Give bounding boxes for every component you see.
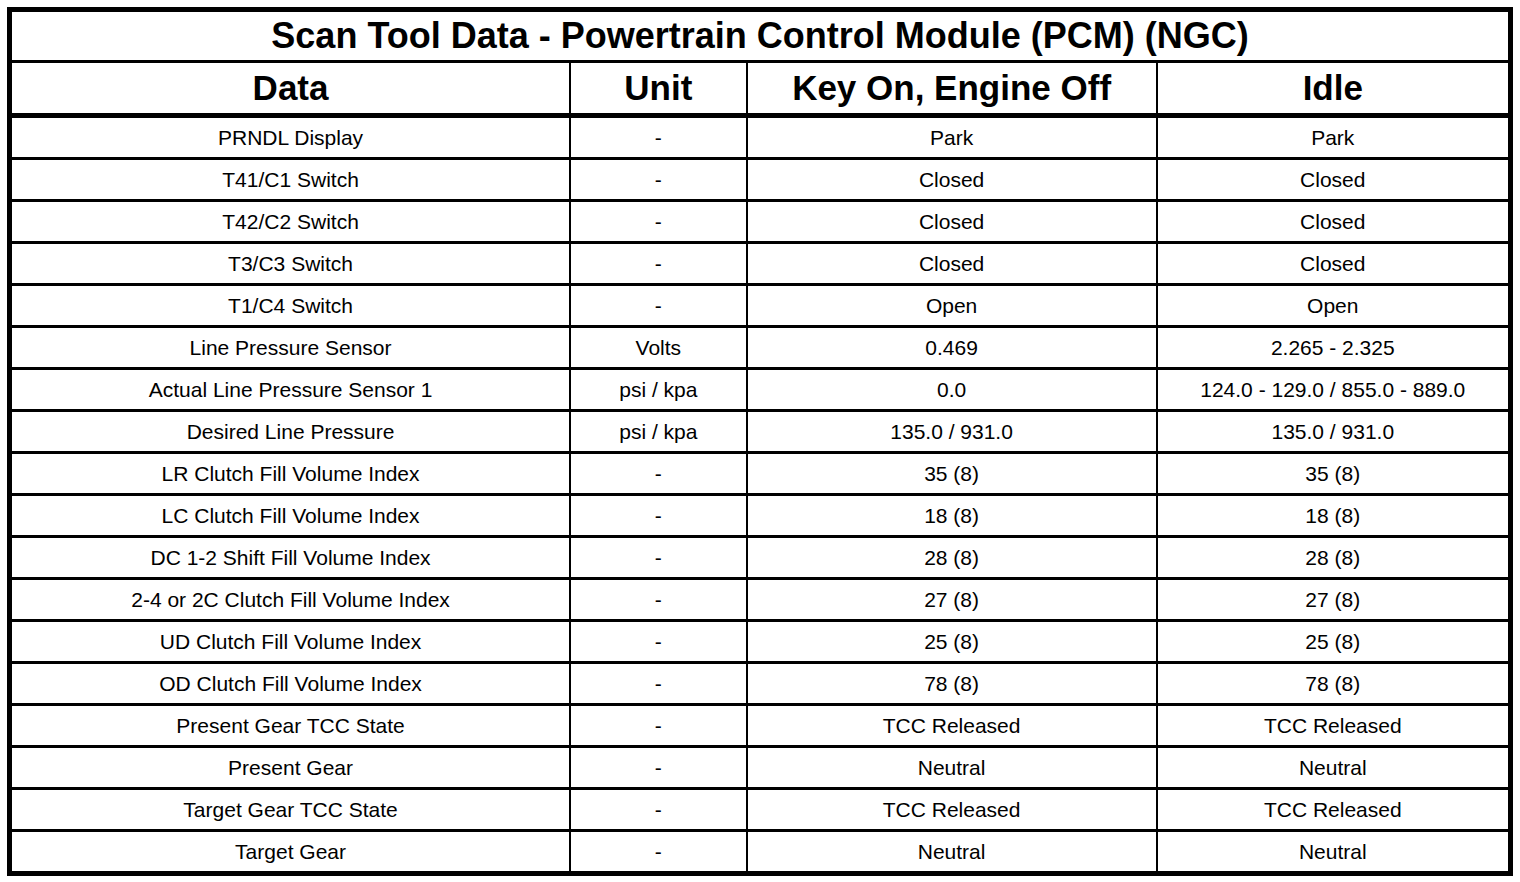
cell-key-on-engine-off: Neutral (747, 747, 1157, 789)
table-row: Desired Line Pressurepsi / kpa135.0 / 93… (10, 411, 1511, 453)
cell-key-on-engine-off: Open (747, 285, 1157, 327)
cell-key-on-engine-off: 0.469 (747, 327, 1157, 369)
cell-unit: - (570, 537, 747, 579)
cell-key-on-engine-off: 27 (8) (747, 579, 1157, 621)
cell-data: Target Gear (10, 831, 571, 874)
cell-key-on-engine-off: 35 (8) (747, 453, 1157, 495)
cell-idle: 18 (8) (1157, 495, 1511, 537)
cell-unit: - (570, 285, 747, 327)
cell-data: T3/C3 Switch (10, 243, 571, 285)
scan-tool-data-table: Scan Tool Data - Powertrain Control Modu… (7, 7, 1513, 876)
table-row: Present Gear-NeutralNeutral (10, 747, 1511, 789)
cell-unit: - (570, 116, 747, 159)
cell-key-on-engine-off: 0.0 (747, 369, 1157, 411)
table-row: T42/C2 Switch-ClosedClosed (10, 201, 1511, 243)
table-title-row: Scan Tool Data - Powertrain Control Modu… (10, 10, 1511, 62)
cell-idle: TCC Released (1157, 705, 1511, 747)
cell-data: T41/C1 Switch (10, 159, 571, 201)
cell-unit: - (570, 705, 747, 747)
cell-data: 2-4 or 2C Clutch Fill Volume Index (10, 579, 571, 621)
cell-idle: Closed (1157, 243, 1511, 285)
column-header-key-on-engine-off: Key On, Engine Off (747, 62, 1157, 116)
cell-unit: psi / kpa (570, 411, 747, 453)
cell-idle: 28 (8) (1157, 537, 1511, 579)
table-row: OD Clutch Fill Volume Index-78 (8)78 (8) (10, 663, 1511, 705)
cell-idle: 27 (8) (1157, 579, 1511, 621)
table-row: T41/C1 Switch-ClosedClosed (10, 159, 1511, 201)
cell-key-on-engine-off: Closed (747, 159, 1157, 201)
cell-idle: 135.0 / 931.0 (1157, 411, 1511, 453)
cell-data: Target Gear TCC State (10, 789, 571, 831)
cell-key-on-engine-off: Closed (747, 201, 1157, 243)
cell-unit: - (570, 579, 747, 621)
cell-unit: - (570, 201, 747, 243)
cell-idle: Park (1157, 116, 1511, 159)
table-row: DC 1-2 Shift Fill Volume Index-28 (8)28 … (10, 537, 1511, 579)
cell-unit: - (570, 747, 747, 789)
cell-unit: - (570, 789, 747, 831)
column-header-idle: Idle (1157, 62, 1511, 116)
cell-idle: Closed (1157, 159, 1511, 201)
cell-idle: 124.0 - 129.0 / 855.0 - 889.0 (1157, 369, 1511, 411)
cell-key-on-engine-off: 18 (8) (747, 495, 1157, 537)
cell-key-on-engine-off: Neutral (747, 831, 1157, 874)
cell-data: OD Clutch Fill Volume Index (10, 663, 571, 705)
table-row: LR Clutch Fill Volume Index-35 (8)35 (8) (10, 453, 1511, 495)
cell-data: T1/C4 Switch (10, 285, 571, 327)
cell-data: Line Pressure Sensor (10, 327, 571, 369)
table-row: T1/C4 Switch-OpenOpen (10, 285, 1511, 327)
table-row: LC Clutch Fill Volume Index-18 (8)18 (8) (10, 495, 1511, 537)
cell-data: Desired Line Pressure (10, 411, 571, 453)
cell-idle: Neutral (1157, 831, 1511, 874)
table-row: T3/C3 Switch-ClosedClosed (10, 243, 1511, 285)
scan-tool-data-table-container: Scan Tool Data - Powertrain Control Modu… (7, 7, 1513, 875)
cell-idle: Open (1157, 285, 1511, 327)
table-row: UD Clutch Fill Volume Index-25 (8)25 (8) (10, 621, 1511, 663)
cell-key-on-engine-off: 28 (8) (747, 537, 1157, 579)
cell-key-on-engine-off: Park (747, 116, 1157, 159)
cell-key-on-engine-off: 25 (8) (747, 621, 1157, 663)
cell-key-on-engine-off: 135.0 / 931.0 (747, 411, 1157, 453)
cell-idle: Neutral (1157, 747, 1511, 789)
cell-idle: 2.265 - 2.325 (1157, 327, 1511, 369)
column-header-unit: Unit (570, 62, 747, 116)
cell-unit: - (570, 495, 747, 537)
cell-data: UD Clutch Fill Volume Index (10, 621, 571, 663)
cell-data: Present Gear (10, 747, 571, 789)
cell-unit: psi / kpa (570, 369, 747, 411)
cell-unit: - (570, 621, 747, 663)
cell-key-on-engine-off: Closed (747, 243, 1157, 285)
cell-idle: 35 (8) (1157, 453, 1511, 495)
table-row: Target Gear-NeutralNeutral (10, 831, 1511, 874)
table-row: Present Gear TCC State-TCC ReleasedTCC R… (10, 705, 1511, 747)
column-header-data: Data (10, 62, 571, 116)
cell-key-on-engine-off: 78 (8) (747, 663, 1157, 705)
table-row: PRNDL Display-ParkPark (10, 116, 1511, 159)
cell-idle: 78 (8) (1157, 663, 1511, 705)
table-row: Line Pressure SensorVolts0.4692.265 - 2.… (10, 327, 1511, 369)
table-title: Scan Tool Data - Powertrain Control Modu… (10, 10, 1511, 62)
cell-data: Actual Line Pressure Sensor 1 (10, 369, 571, 411)
cell-unit: - (570, 159, 747, 201)
cell-unit: - (570, 453, 747, 495)
table-row: Actual Line Pressure Sensor 1psi / kpa0.… (10, 369, 1511, 411)
cell-key-on-engine-off: TCC Released (747, 705, 1157, 747)
cell-data: LR Clutch Fill Volume Index (10, 453, 571, 495)
cell-key-on-engine-off: TCC Released (747, 789, 1157, 831)
cell-unit: Volts (570, 327, 747, 369)
cell-idle: TCC Released (1157, 789, 1511, 831)
cell-data: T42/C2 Switch (10, 201, 571, 243)
cell-data: DC 1-2 Shift Fill Volume Index (10, 537, 571, 579)
cell-data: LC Clutch Fill Volume Index (10, 495, 571, 537)
cell-data: PRNDL Display (10, 116, 571, 159)
cell-unit: - (570, 831, 747, 874)
table-row: Target Gear TCC State-TCC ReleasedTCC Re… (10, 789, 1511, 831)
table-row: 2-4 or 2C Clutch Fill Volume Index-27 (8… (10, 579, 1511, 621)
cell-idle: 25 (8) (1157, 621, 1511, 663)
cell-data: Present Gear TCC State (10, 705, 571, 747)
table-header-row: Data Unit Key On, Engine Off Idle (10, 62, 1511, 116)
cell-unit: - (570, 663, 747, 705)
cell-unit: - (570, 243, 747, 285)
cell-idle: Closed (1157, 201, 1511, 243)
